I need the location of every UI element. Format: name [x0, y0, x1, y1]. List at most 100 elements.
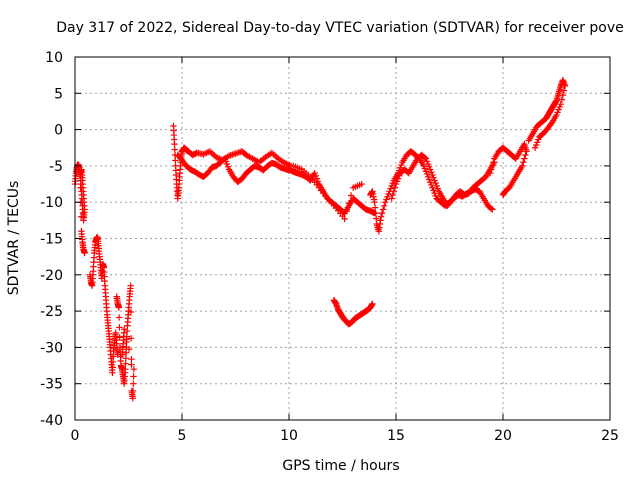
- data-point: [421, 154, 429, 161]
- y-tick-label: -10: [40, 195, 63, 211]
- data-point: [122, 349, 130, 357]
- y-tick-label: -35: [40, 377, 63, 393]
- data-point: [130, 373, 137, 380]
- data-point: [521, 155, 528, 162]
- data-point: [391, 184, 399, 191]
- data-point: [559, 91, 567, 99]
- data-point: [130, 365, 138, 373]
- data-point: [109, 369, 116, 377]
- y-tick-label: 5: [54, 86, 63, 102]
- y-tick-label: -15: [40, 232, 63, 248]
- x-tick-label: 0: [71, 428, 80, 444]
- y-axis-ticks: 10 5 0 -5 -10 -15 -20 -25 -30 -35 -40: [40, 50, 610, 429]
- data-point: [379, 206, 387, 213]
- data-point: [388, 195, 395, 202]
- series-track-a: [71, 161, 88, 257]
- data-point: [537, 132, 544, 140]
- y-axis-label: SDTVAR / TECUs: [6, 181, 22, 296]
- data-point: [560, 87, 568, 94]
- data-point: [531, 144, 539, 151]
- data-point: [371, 204, 379, 211]
- y-tick-label: -40: [40, 413, 63, 429]
- data-point: [369, 300, 376, 308]
- y-tick-label: 0: [54, 123, 63, 139]
- data-point: [486, 169, 494, 177]
- series-track-g: [290, 162, 365, 223]
- data-point: [109, 364, 116, 371]
- data-point: [523, 148, 530, 155]
- data-point: [489, 206, 496, 213]
- data-point: [77, 184, 84, 191]
- data-point: [343, 207, 350, 215]
- data-point: [488, 205, 495, 212]
- data-point: [130, 380, 137, 387]
- data-point: [520, 159, 527, 166]
- data-point: [122, 360, 129, 367]
- data-point: [125, 346, 133, 353]
- data-point: [489, 162, 496, 170]
- y-tick-label: 10: [45, 50, 63, 66]
- data-point: [270, 151, 277, 158]
- data-point: [377, 213, 385, 220]
- data-point: [372, 209, 379, 217]
- data-point: [127, 282, 134, 289]
- data-point: [373, 215, 380, 222]
- x-tick-label: 5: [178, 428, 187, 444]
- data-point: [115, 314, 123, 321]
- x-tick-label: 10: [280, 428, 298, 444]
- x-axis-ticks: 0 5 10 15 20 25: [71, 57, 619, 444]
- y-tick-label: -5: [49, 159, 63, 175]
- data-point: [561, 82, 569, 90]
- data-point: [109, 358, 117, 366]
- data-point: [389, 191, 396, 199]
- x-axis-label: GPS time / hours: [282, 458, 399, 474]
- data-point: [118, 351, 126, 358]
- y-tick-label: -20: [40, 268, 63, 284]
- data-point: [81, 249, 88, 257]
- series-track-l: [525, 77, 569, 151]
- data-point: [122, 365, 129, 373]
- data-point: [345, 200, 353, 207]
- data-point: [122, 355, 130, 362]
- data-point: [208, 149, 215, 157]
- chart-title: Day 317 of 2022, Sidereal Day-to-day VTE…: [56, 20, 624, 36]
- series-track-b: [86, 233, 121, 377]
- data-point: [371, 199, 378, 206]
- data-point: [127, 335, 135, 342]
- x-tick-label: 20: [494, 428, 512, 444]
- data-point: [110, 353, 117, 360]
- data-point: [347, 192, 355, 199]
- data-point: [499, 191, 507, 199]
- data-point: [558, 96, 566, 103]
- x-tick-label: 25: [601, 428, 619, 444]
- data-point: [129, 387, 137, 395]
- data-point: [116, 324, 123, 331]
- data-point: [128, 361, 135, 368]
- data-point: [115, 304, 123, 311]
- x-tick-label: 15: [387, 428, 405, 444]
- data-point: [77, 213, 85, 220]
- y-tick-label: -25: [40, 304, 63, 320]
- data-point: [358, 180, 365, 188]
- series-track-h: [330, 297, 376, 328]
- grid: [75, 57, 610, 420]
- series-track-d: [170, 122, 295, 202]
- data-point: [390, 188, 398, 195]
- data-point: [341, 215, 348, 223]
- data-point: [490, 159, 497, 166]
- data-point: [171, 146, 178, 153]
- data-point: [77, 169, 84, 177]
- data-point: [522, 151, 529, 159]
- data-point: [116, 334, 123, 341]
- data-point: [128, 355, 135, 363]
- data-point: [488, 166, 495, 173]
- series-track-e: [174, 151, 293, 186]
- data-point: [381, 202, 388, 210]
- data-point: [127, 308, 135, 316]
- data-point: [171, 140, 178, 148]
- series-track-k: [486, 140, 530, 199]
- y-tick-label: -30: [40, 340, 63, 356]
- data-point: [378, 209, 386, 217]
- series-track-i: [367, 148, 496, 235]
